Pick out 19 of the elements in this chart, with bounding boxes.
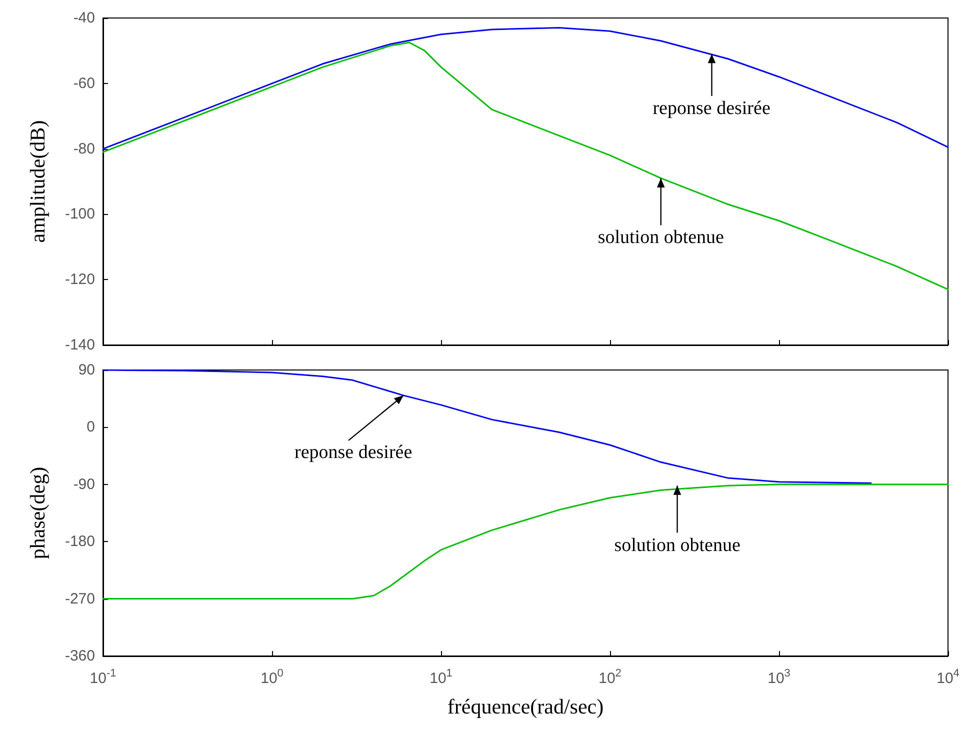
annotation: solution obtenue xyxy=(598,227,724,250)
y-tick-label: -90 xyxy=(73,476,95,493)
y-tick-label: 0 xyxy=(86,418,95,436)
y-tick-label: -100 xyxy=(64,206,95,223)
y-tick-label: -270 xyxy=(64,590,95,608)
x-axis-title: fréquence(rad/sec) xyxy=(447,694,604,718)
annotation: reponse desirée xyxy=(294,442,412,464)
y-tick-label: -180 xyxy=(64,533,95,550)
y-tick-label: -60 xyxy=(73,74,95,92)
y-tick-label: -120 xyxy=(64,271,95,288)
y-tick-label: 90 xyxy=(78,362,95,378)
y-tick-label: -80 xyxy=(73,140,95,158)
y-tick-label: -140 xyxy=(64,336,95,354)
y-tick-label: -40 xyxy=(73,10,95,26)
annotation: reponse desirée xyxy=(652,98,770,120)
y-tick-label: -360 xyxy=(64,648,95,664)
y-axis-title: amplitude(dB) xyxy=(26,120,50,243)
annotation: solution obtenue xyxy=(614,534,740,557)
y-axis-title: phase(deg) xyxy=(26,466,50,560)
